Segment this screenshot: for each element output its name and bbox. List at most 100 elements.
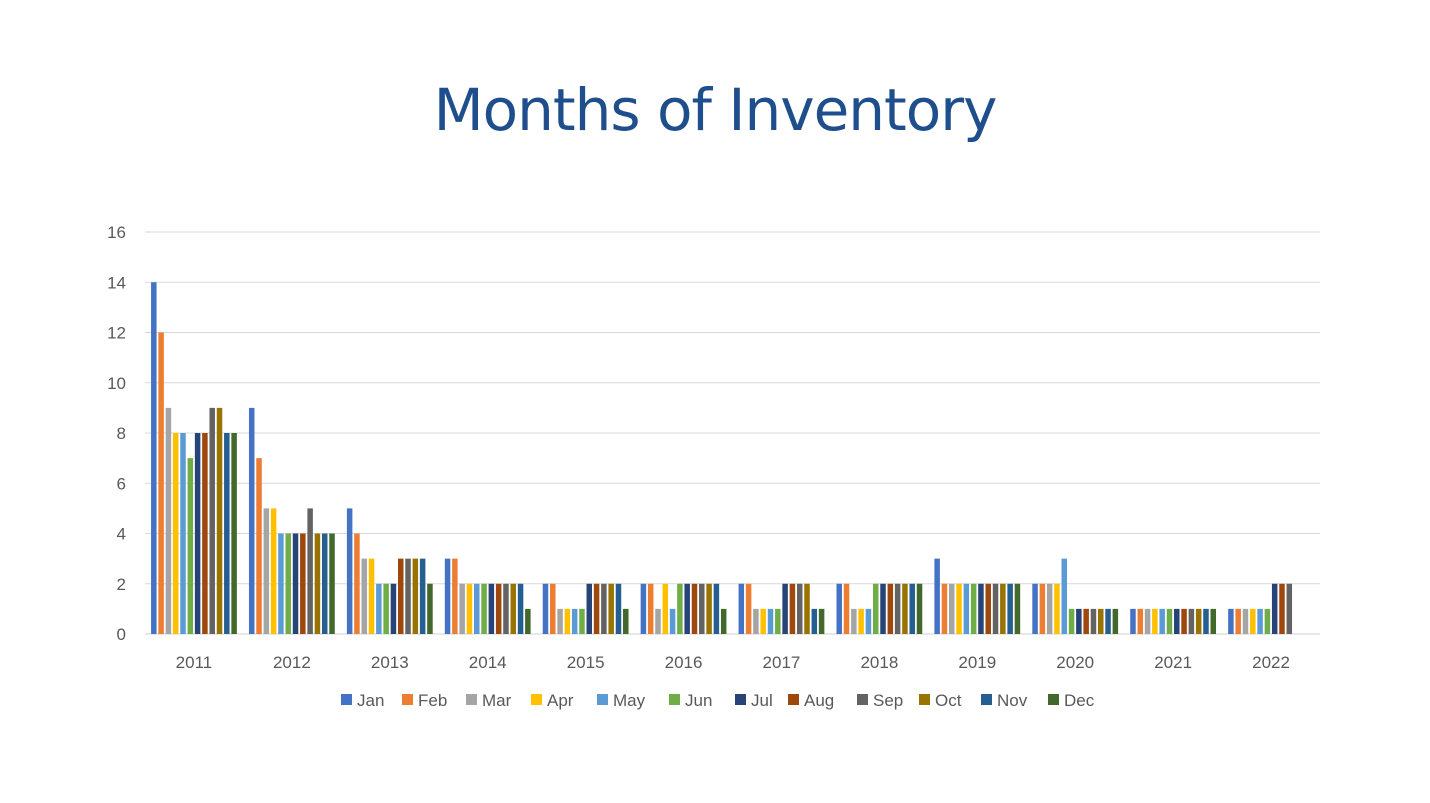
- legend-item-oct: Oct: [919, 691, 962, 710]
- bar-jun-2018: [872, 583, 879, 634]
- legend-label: Jan: [357, 691, 384, 710]
- legend-swatch: [788, 694, 799, 705]
- bar-feb-2014: [452, 558, 458, 635]
- y-tick-label: 12: [107, 324, 126, 343]
- bar-jan-2021: [1130, 608, 1136, 635]
- bar-aug-2016: [691, 583, 698, 634]
- legend-label: Aug: [804, 691, 834, 710]
- legend-item-apr: Apr: [531, 691, 574, 710]
- bar-oct-2011: [216, 407, 223, 635]
- bar-jul-2021: [1174, 608, 1180, 635]
- bar-jun-2015: [579, 608, 585, 635]
- bar-sep-2018: [894, 583, 901, 634]
- x-tick-label: 2016: [665, 653, 703, 672]
- bar-apr-2013: [368, 558, 375, 635]
- bar-jul-2012: [292, 533, 299, 634]
- bar-may-2017: [767, 608, 774, 635]
- bar-dec-2011: [231, 433, 237, 634]
- bar-oct-2016: [706, 583, 712, 634]
- bar-may-2022: [1257, 608, 1263, 635]
- bar-sep-2021: [1188, 608, 1195, 635]
- bar-nov-2019: [1007, 583, 1013, 634]
- bar-sep-2017: [796, 583, 803, 634]
- bar-feb-2015: [550, 583, 556, 634]
- legend-item-jun: Jun: [669, 691, 712, 710]
- bar-aug-2022: [1279, 583, 1285, 634]
- x-tick-label: 2014: [469, 653, 507, 672]
- bar-sep-2012: [307, 508, 313, 635]
- legend-item-may: May: [597, 691, 646, 710]
- legend-label: Jun: [685, 691, 712, 710]
- bar-feb-2018: [843, 583, 850, 634]
- bar-mar-2013: [361, 558, 367, 635]
- bar-feb-2013: [354, 533, 360, 634]
- y-tick-label: 6: [117, 474, 126, 493]
- y-axis-ticks: 0 2 4 6 8 10 12 14 16: [107, 223, 126, 644]
- legend-item-dec: Dec: [1048, 691, 1095, 710]
- legend-label: May: [613, 691, 646, 710]
- bar-jan-2022: [1228, 608, 1234, 635]
- bar-mar-2022: [1242, 608, 1249, 635]
- bar-mar-2012: [263, 508, 270, 635]
- bar-jan-2012: [248, 407, 255, 635]
- bar-feb-2017: [745, 583, 752, 634]
- bar-jan-2020: [1032, 583, 1038, 634]
- bar-jul-2017: [782, 583, 788, 634]
- bar-aug-2021: [1181, 608, 1187, 635]
- bar-apr-2011: [172, 433, 179, 634]
- bar-feb-2020: [1039, 583, 1046, 634]
- legend-swatch: [466, 694, 477, 705]
- bar-jan-2015: [542, 583, 549, 634]
- bar-sep-2019: [992, 583, 999, 634]
- legend-label: Jul: [751, 691, 773, 710]
- bar-may-2012: [278, 533, 284, 634]
- legend-label: Nov: [997, 691, 1028, 710]
- x-tick-label: 2018: [860, 653, 898, 672]
- bar-jan-2019: [934, 558, 940, 635]
- bar-jan-2014: [444, 558, 451, 635]
- bar-nov-2021: [1203, 608, 1209, 635]
- bar-jan-2011: [151, 282, 157, 634]
- bar-nov-2018: [909, 583, 915, 634]
- bar-jun-2011: [187, 458, 194, 635]
- y-tick-label: 16: [107, 223, 126, 242]
- bar-sep-2015: [601, 583, 607, 634]
- bar-oct-2015: [608, 583, 614, 634]
- bar-oct-2021: [1195, 608, 1202, 635]
- x-tick-label: 2020: [1056, 653, 1094, 672]
- bar-apr-2015: [564, 608, 571, 635]
- bar-dec-2012: [329, 533, 335, 634]
- legend-item-nov: Nov: [981, 691, 1028, 710]
- bar-apr-2020: [1054, 583, 1060, 634]
- bar-jan-2016: [640, 583, 647, 634]
- bar-oct-2019: [1000, 583, 1006, 634]
- bar-oct-2017: [804, 583, 810, 634]
- bar-aug-2020: [1083, 608, 1089, 635]
- legend-label: Sep: [873, 691, 903, 710]
- legend-swatch: [1048, 694, 1059, 705]
- bar-apr-2022: [1250, 608, 1256, 635]
- x-tick-label: 2015: [567, 653, 605, 672]
- bar-mar-2016: [655, 608, 661, 635]
- bar-aug-2018: [887, 583, 894, 634]
- bar-may-2020: [1061, 558, 1068, 635]
- x-tick-label: 2012: [273, 653, 311, 672]
- bar-may-2013: [376, 583, 382, 634]
- bar-may-2011: [180, 433, 186, 634]
- bar-feb-2011: [158, 332, 164, 634]
- bar-dec-2015: [623, 608, 629, 635]
- bar-aug-2012: [300, 533, 306, 634]
- bar-nov-2013: [419, 558, 426, 635]
- bar-may-2014: [474, 583, 480, 634]
- legend-item-feb: Feb: [402, 691, 447, 710]
- bar-mar-2017: [753, 608, 759, 635]
- y-tick-label: 14: [107, 273, 126, 292]
- y-tick-label: 8: [117, 424, 126, 443]
- bar-nov-2014: [517, 583, 524, 634]
- bar-apr-2012: [270, 508, 277, 635]
- bar-apr-2019: [956, 583, 962, 634]
- bar-aug-2013: [397, 558, 404, 635]
- bar-nov-2020: [1105, 608, 1111, 635]
- bar-nov-2011: [224, 433, 230, 634]
